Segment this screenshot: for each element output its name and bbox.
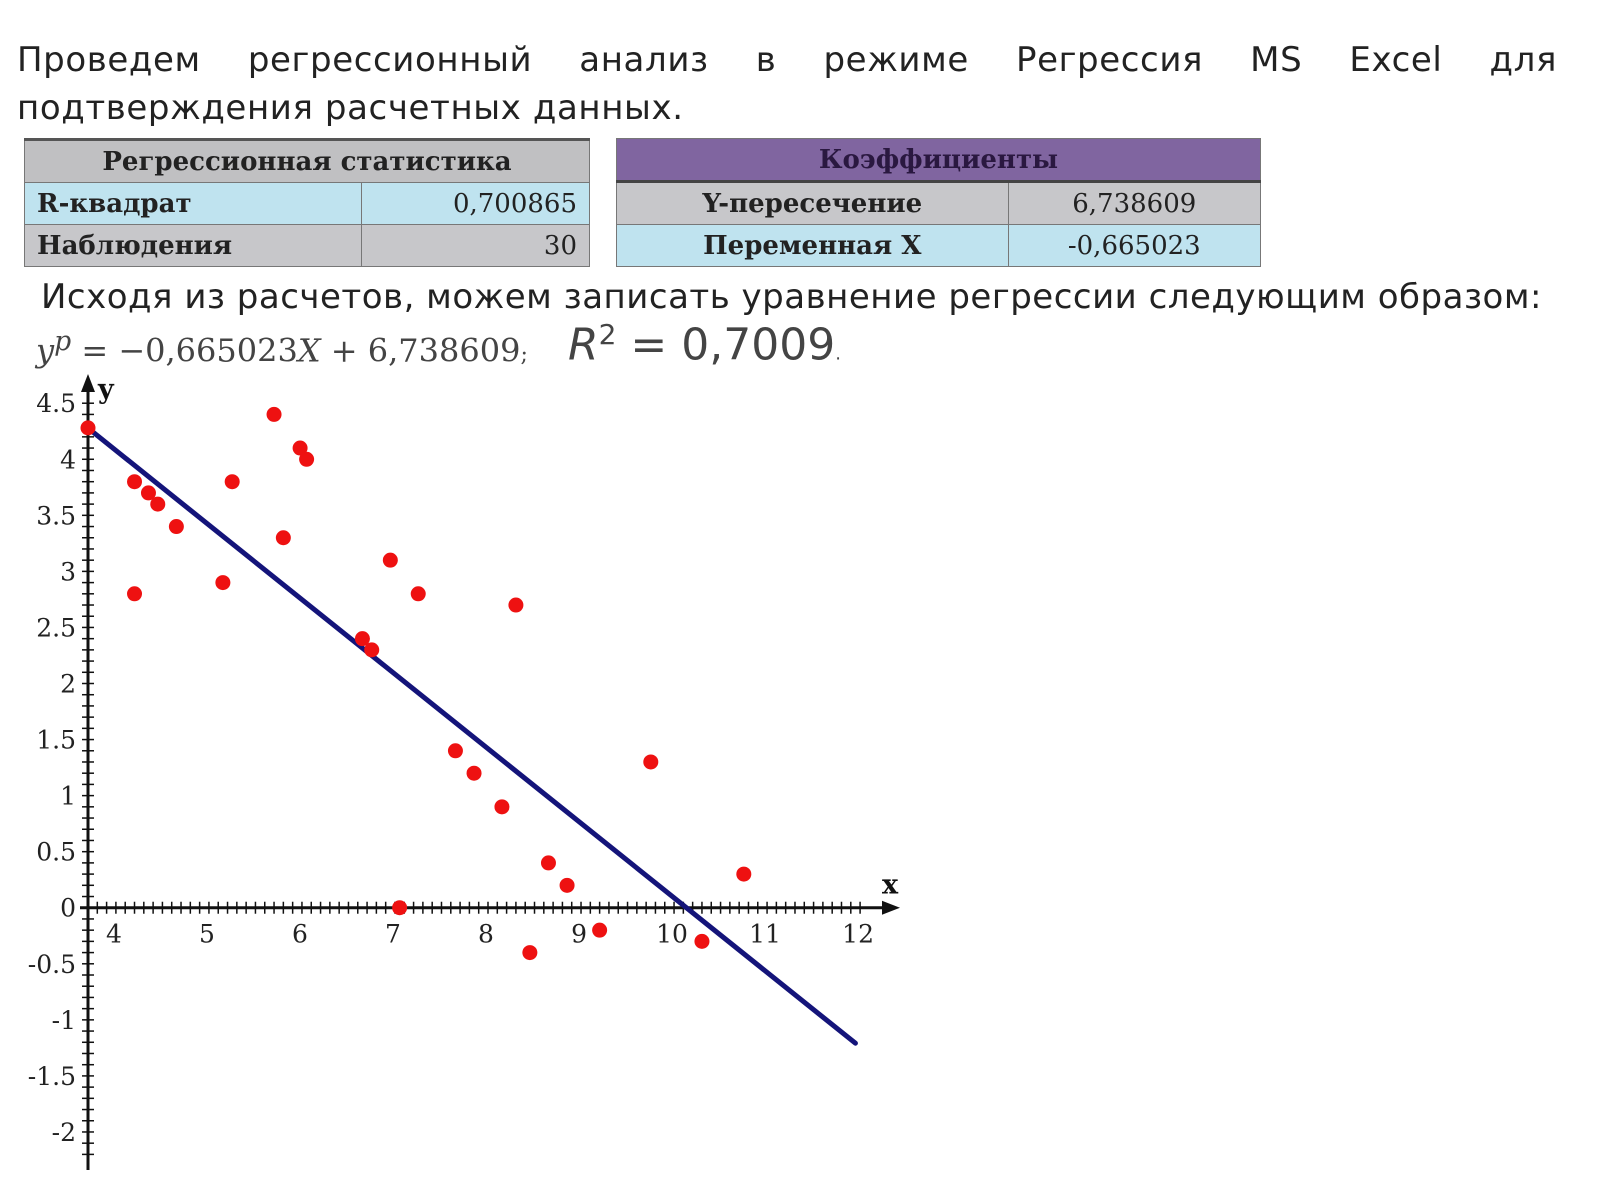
r2-body: = 0,7009: [616, 319, 836, 371]
regression-line-layer: [85, 425, 858, 1046]
y-tick-label: -0.5: [28, 950, 76, 979]
coefficients-header: Коэффициенты: [616, 138, 1261, 183]
equation-x: X: [297, 331, 321, 370]
chart-axes: [80, 374, 900, 1170]
data-point: [354, 631, 370, 647]
data-point: [215, 575, 231, 591]
data-point: [168, 519, 184, 535]
data-point: [364, 642, 380, 658]
r-squared-formula: R2 = 0,7009.: [568, 318, 841, 371]
data-point: [382, 552, 398, 568]
data-point: [466, 765, 482, 781]
data-point: [694, 933, 710, 949]
y-axis-arrow: [81, 374, 95, 392]
x-axis-arrow: [882, 900, 900, 915]
equation-y: y: [36, 331, 55, 370]
table-row: R-квадрат 0,700865: [24, 182, 591, 225]
x-tick-label: 11: [749, 920, 781, 949]
r2-tail: .: [835, 343, 841, 365]
y-tick-label: 3.5: [36, 501, 76, 530]
intro-paragraph: Проведем регрессионный анализ в режиме Р…: [17, 40, 1557, 128]
data-point: [410, 586, 426, 602]
equation-y-superscript: p: [54, 326, 72, 357]
variable-x-value: -0,665023: [1007, 224, 1262, 267]
r2-r: R: [568, 319, 599, 371]
y-tick-label: -1.5: [28, 1062, 76, 1091]
regression-statistics-header: Регрессионная статистика: [24, 138, 590, 183]
data-point: [140, 485, 156, 501]
data-point: [299, 451, 315, 467]
x-axis-label: x: [882, 870, 899, 901]
data-point: [494, 799, 510, 815]
data-point: [292, 440, 308, 456]
regression-line: [85, 425, 858, 1046]
y-tick-label: 4.5: [36, 389, 76, 418]
data-point: [80, 420, 96, 436]
tick-labels-layer: 4 5 6 7 8 9 10 11 12 4.5 4 3.5 3 2.5 2 1.5 1 0.5 0 -0.5 -1 -1…: [28, 374, 899, 1147]
coefficients-table: Коэффициенты Y-пересечение 6,738609 Пере…: [616, 138, 1262, 267]
x-tick-label: 5: [199, 920, 215, 949]
observations-value: 30: [360, 224, 591, 267]
y-tick-label: -2: [52, 1118, 76, 1147]
x-tick-label: 8: [478, 920, 494, 949]
y-tick-label: 3: [60, 557, 76, 586]
y-tick-label: 4: [60, 445, 76, 474]
x-tick-label: 7: [385, 920, 401, 949]
y-tick-label: 2: [60, 670, 76, 699]
x-tick-label: 4: [106, 920, 122, 949]
y-tick-label: 0.5: [36, 838, 76, 867]
y-tick-label: 2.5: [36, 613, 76, 642]
data-points-layer: [80, 406, 752, 961]
data-point: [736, 866, 752, 882]
data-point: [522, 945, 538, 961]
y-axis-label: y: [97, 374, 115, 405]
r2-superscript: 2: [598, 318, 617, 351]
lead-text: Исходя из расчетов, можем записать уравн…: [41, 277, 1542, 317]
observations-label: Наблюдения: [24, 224, 362, 267]
r-squared-label: R-квадрат: [24, 182, 362, 225]
data-point: [266, 406, 282, 422]
x-tick-label: 10: [656, 920, 688, 949]
variable-x-label: Переменная X: [616, 224, 1009, 267]
intercept-value: 6,738609: [1007, 181, 1262, 225]
y-tick-label: 1.5: [36, 726, 76, 755]
y-tick-label: 1: [60, 782, 76, 811]
table-row: Наблюдения 30: [24, 224, 591, 267]
data-point: [150, 496, 166, 512]
equation-body: = −0,665023: [71, 331, 298, 370]
data-point: [224, 474, 240, 490]
data-point: [559, 877, 575, 893]
data-point: [127, 586, 143, 602]
data-point: [508, 597, 524, 613]
table-row: Y-пересечение 6,738609: [616, 181, 1262, 225]
data-point: [643, 754, 659, 770]
regression-equation: yp = −0,665023X + 6,738609;: [36, 326, 528, 370]
regression-statistics-table: Регрессионная статистика R-квадрат 0,700…: [24, 138, 591, 267]
x-tick-label: 9: [571, 920, 587, 949]
data-point: [540, 855, 556, 871]
y-tick-label: 0: [60, 894, 76, 923]
data-point: [127, 474, 143, 490]
y-tick-label: -1: [52, 1006, 76, 1035]
data-point: [592, 922, 608, 938]
data-point: [447, 743, 463, 759]
data-point: [392, 900, 408, 916]
equation-tail: + 6,738609: [320, 331, 521, 370]
x-tick-label: 6: [292, 920, 308, 949]
scatter-chart: 4 5 6 7 8 9 10 11 12 4.5 4 3.5 3 2.5 2 1.5 1 0.5 0 -0.5 -1 -1…: [28, 374, 900, 1170]
intercept-label: Y-пересечение: [616, 181, 1009, 225]
data-point: [275, 530, 291, 546]
r-squared-value: 0,700865: [360, 182, 591, 225]
table-row: Переменная X -0,665023: [616, 224, 1262, 267]
x-tick-label: 12: [842, 920, 874, 949]
equation-separator: ;: [520, 342, 528, 368]
